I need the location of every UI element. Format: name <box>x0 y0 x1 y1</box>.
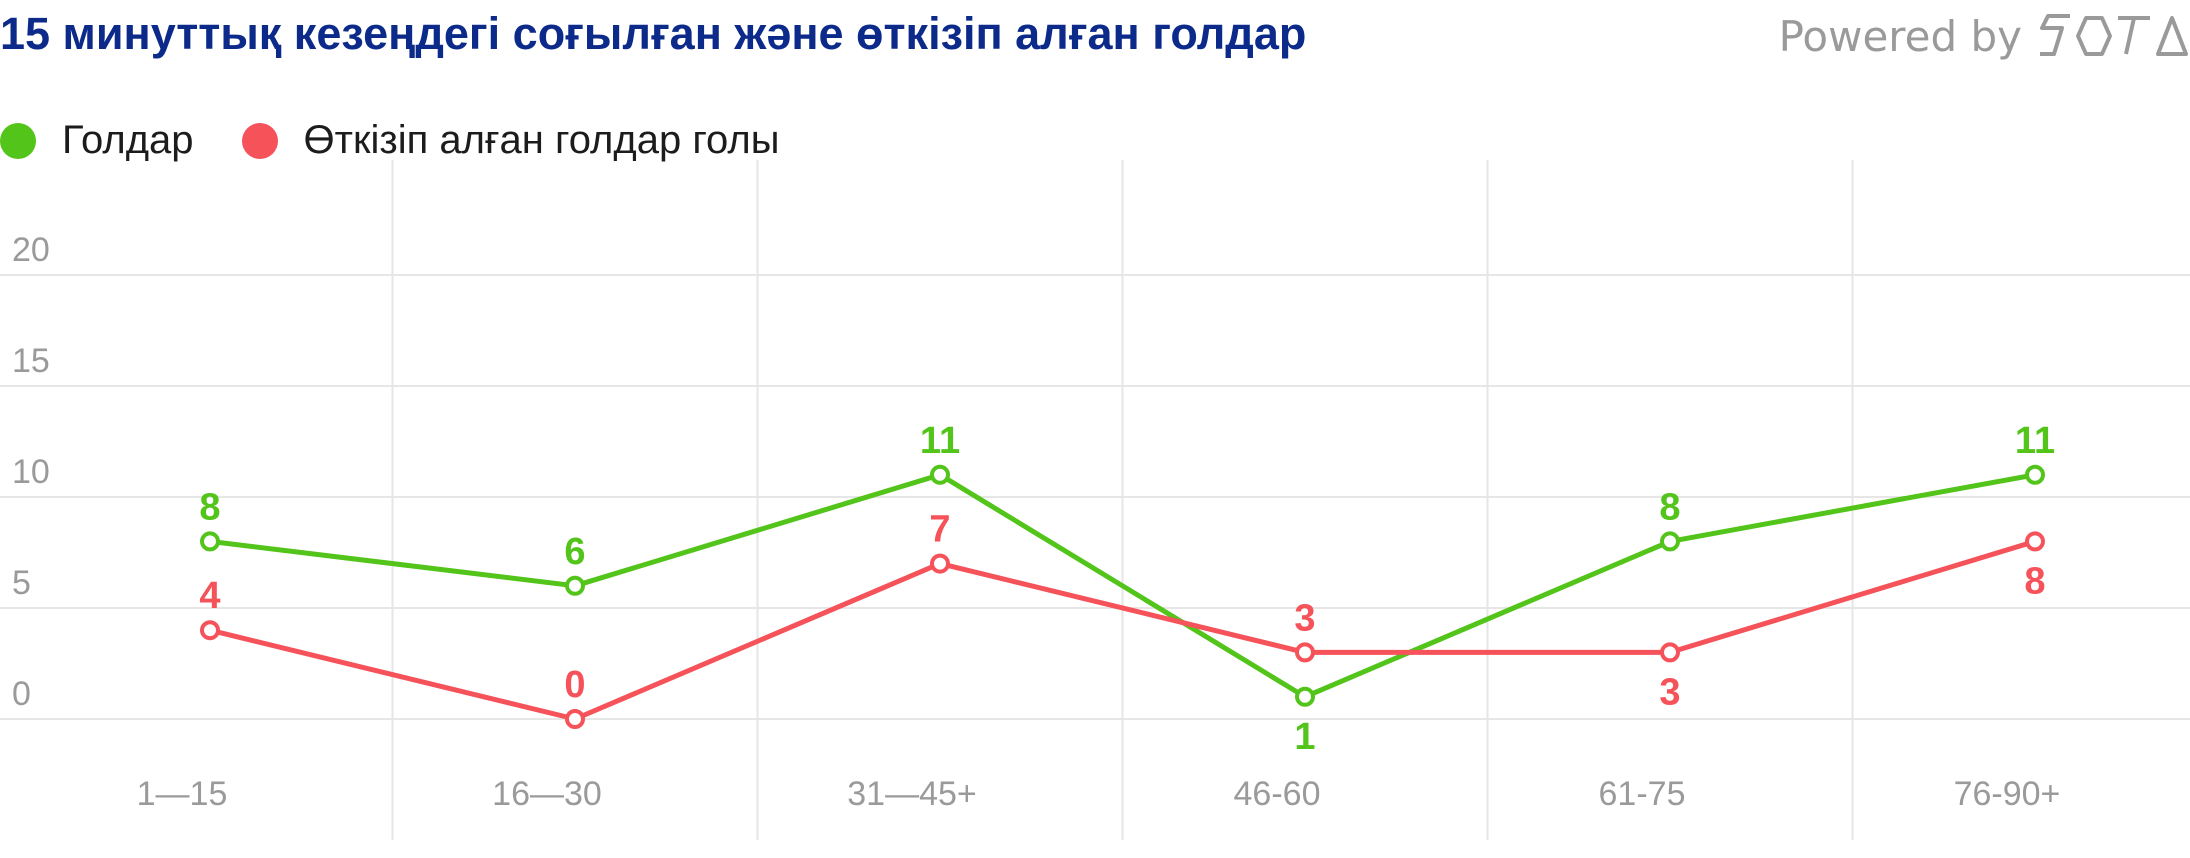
data-point-goals <box>1295 686 1315 707</box>
y-tick-label: 10 <box>12 453 50 491</box>
data-label-conceded: 3 <box>1294 597 1315 639</box>
x-tick-label: 1—15 <box>137 775 228 813</box>
powered-by[interactable]: Powered by <box>1779 10 2190 62</box>
legend-label-goals: Голдар <box>62 118 194 162</box>
data-label-conceded: 4 <box>199 575 220 617</box>
data-label-conceded: 8 <box>2024 560 2045 602</box>
data-label-goals: 8 <box>1659 486 1680 528</box>
legend-item-goals[interactable]: Голдар <box>0 118 194 163</box>
data-label-conceded: 3 <box>1659 671 1680 713</box>
data-label-goals: 1 <box>1294 716 1315 758</box>
data-point-conceded <box>565 709 585 729</box>
y-tick-label: 20 <box>12 231 50 269</box>
data-label-goals: 6 <box>564 531 585 573</box>
x-tick-label: 61-75 <box>1599 775 1686 813</box>
x-tick-label: 16—30 <box>492 775 602 813</box>
legend-dot-conceded <box>241 122 278 159</box>
series-line-conceded <box>209 539 2036 722</box>
y-tick-label: 0 <box>12 675 31 713</box>
data-point-goals <box>565 575 585 596</box>
data-point-goals <box>2025 464 2045 485</box>
chart-legend: Голдар Өткізіп алған голдар голы <box>0 118 828 163</box>
data-label-conceded: 7 <box>929 509 950 551</box>
x-tick-label: 46-60 <box>1234 775 1321 813</box>
sota-logo-icon <box>2040 14 2188 56</box>
data-point-goals <box>200 531 220 552</box>
data-point-conceded <box>930 553 950 574</box>
x-tick-label: 31—45+ <box>847 775 977 813</box>
data-label-goals: 11 <box>920 420 960 462</box>
data-point-goals <box>1660 531 1680 552</box>
data-label-goals: 11 <box>2015 420 2055 462</box>
y-tick-label: 5 <box>12 564 31 602</box>
legend-label-conceded: Өткізіп алған голдар голы <box>303 118 780 162</box>
data-point-conceded <box>2025 531 2045 552</box>
y-tick-label: 15 <box>12 342 50 380</box>
powered-by-text: Powered by <box>1778 11 2022 61</box>
x-tick-label: 76-90+ <box>1954 775 2061 813</box>
data-label-conceded: 0 <box>564 664 585 706</box>
series-line-goals <box>209 472 2036 700</box>
legend-item-conceded[interactable]: Өткізіп алған голдар голы <box>241 118 780 163</box>
data-point-goals <box>930 464 950 485</box>
data-point-conceded <box>1295 642 1315 663</box>
chart-title: 15 минуттық кезеңдегі соғылған және өткі… <box>0 8 1307 59</box>
legend-dot-goals <box>0 122 36 159</box>
data-point-conceded <box>1660 642 1680 663</box>
data-label-goals: 8 <box>199 486 220 528</box>
data-point-conceded <box>200 620 220 641</box>
